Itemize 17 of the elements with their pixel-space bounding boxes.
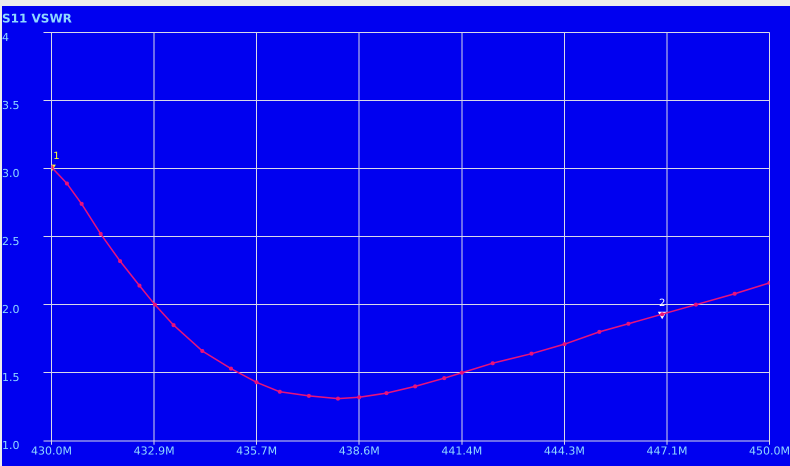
- y-tick-label: 1.0: [2, 439, 20, 452]
- chart-title: S11 VSWR: [2, 11, 72, 26]
- x-tick-label: 441.4M: [441, 444, 482, 458]
- x-tick-label: 432.9M: [134, 444, 175, 458]
- y-tick-label: 1.5: [2, 371, 20, 384]
- y-tick-label: 2.5: [2, 234, 20, 248]
- annotation: 1: [53, 150, 60, 162]
- x-tick-label: 450.0M: [749, 444, 790, 458]
- y-tick-label: 2.0: [2, 303, 20, 316]
- y-tick-label: 4: [2, 30, 9, 44]
- y-tick-label: 3.5: [2, 98, 20, 112]
- y-tick-label: 3.0: [2, 166, 20, 180]
- x-tick-label: 444.3M: [544, 444, 585, 458]
- x-tick-label: 430.0M: [31, 444, 72, 458]
- x-tick-label: 438.6M: [338, 444, 380, 458]
- x-tick-label: 447.1M: [646, 444, 688, 458]
- x-tick-label: 435.7M: [236, 444, 278, 458]
